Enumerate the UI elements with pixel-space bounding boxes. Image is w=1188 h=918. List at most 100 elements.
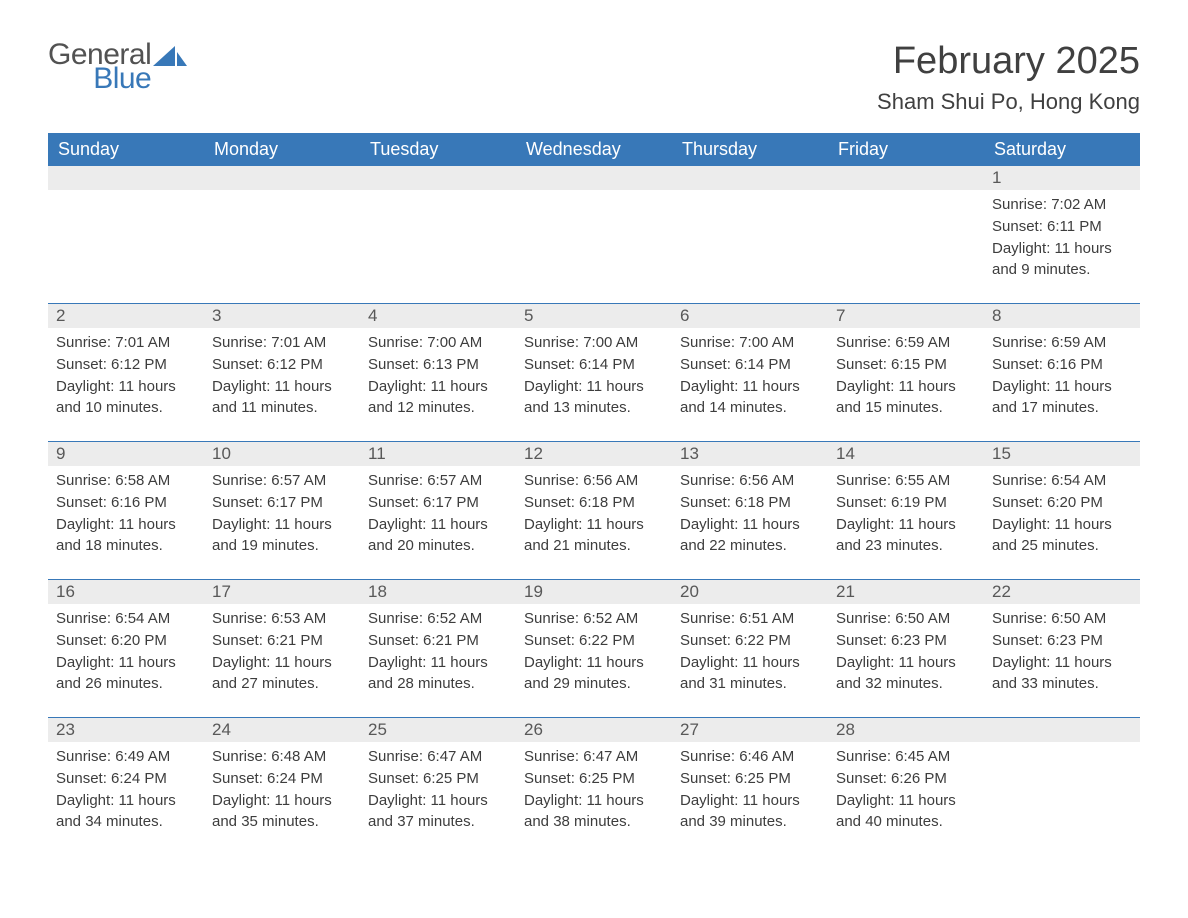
day-details-cell (672, 190, 828, 304)
sunrise-line: Sunrise: 6:46 AM (680, 746, 820, 768)
daylight-line: Daylight: 11 hours and 39 minutes. (680, 790, 820, 834)
sunrise-line: Sunrise: 6:49 AM (56, 746, 196, 768)
sunrise-line: Sunrise: 7:00 AM (524, 332, 664, 354)
sunrise-line: Sunrise: 6:47 AM (368, 746, 508, 768)
sunrise-line: Sunrise: 7:00 AM (680, 332, 820, 354)
sunset-line: Sunset: 6:11 PM (992, 216, 1132, 238)
day-details-cell (516, 190, 672, 304)
sunset-line: Sunset: 6:20 PM (56, 630, 196, 652)
sunset-line: Sunset: 6:24 PM (212, 768, 352, 790)
daylight-line: Daylight: 11 hours and 40 minutes. (836, 790, 976, 834)
sunrise-line: Sunrise: 7:01 AM (56, 332, 196, 354)
day-number-cell (48, 166, 204, 190)
sunrise-line: Sunrise: 6:53 AM (212, 608, 352, 630)
day-number-cell: 6 (672, 304, 828, 328)
sunset-line: Sunset: 6:23 PM (836, 630, 976, 652)
day-number-cell: 27 (672, 718, 828, 742)
daylight-line: Daylight: 11 hours and 15 minutes. (836, 376, 976, 420)
day-details-cell: Sunrise: 6:47 AMSunset: 6:25 PMDaylight:… (360, 742, 516, 855)
day-number-cell: 1 (984, 166, 1140, 190)
sunrise-line: Sunrise: 6:54 AM (992, 470, 1132, 492)
day-header-row: Sunday Monday Tuesday Wednesday Thursday… (48, 133, 1140, 166)
day-details-cell: Sunrise: 6:54 AMSunset: 6:20 PMDaylight:… (48, 604, 204, 718)
daylight-line: Daylight: 11 hours and 20 minutes. (368, 514, 508, 558)
sunrise-line: Sunrise: 6:45 AM (836, 746, 976, 768)
sunset-line: Sunset: 6:13 PM (368, 354, 508, 376)
day-details-cell: Sunrise: 6:45 AMSunset: 6:26 PMDaylight:… (828, 742, 984, 855)
day-number-cell: 12 (516, 442, 672, 466)
day-number-cell: 8 (984, 304, 1140, 328)
daylight-line: Daylight: 11 hours and 32 minutes. (836, 652, 976, 696)
sunset-line: Sunset: 6:25 PM (680, 768, 820, 790)
sunset-line: Sunset: 6:12 PM (56, 354, 196, 376)
day-number-cell: 18 (360, 580, 516, 604)
daylight-line: Daylight: 11 hours and 25 minutes. (992, 514, 1132, 558)
sunset-line: Sunset: 6:26 PM (836, 768, 976, 790)
daylight-line: Daylight: 11 hours and 23 minutes. (836, 514, 976, 558)
day-details-cell: Sunrise: 6:47 AMSunset: 6:25 PMDaylight:… (516, 742, 672, 855)
day-number-cell: 25 (360, 718, 516, 742)
sunrise-line: Sunrise: 6:56 AM (524, 470, 664, 492)
day-number-cell: 24 (204, 718, 360, 742)
day-number-row: 2345678 (48, 304, 1140, 328)
day-number-cell: 11 (360, 442, 516, 466)
day-header: Wednesday (516, 133, 672, 166)
day-details-cell: Sunrise: 6:48 AMSunset: 6:24 PMDaylight:… (204, 742, 360, 855)
sunset-line: Sunset: 6:20 PM (992, 492, 1132, 514)
daylight-line: Daylight: 11 hours and 29 minutes. (524, 652, 664, 696)
sunrise-line: Sunrise: 6:48 AM (212, 746, 352, 768)
day-details-cell (204, 190, 360, 304)
day-details-cell: Sunrise: 6:50 AMSunset: 6:23 PMDaylight:… (828, 604, 984, 718)
day-number-cell: 14 (828, 442, 984, 466)
day-details-cell: Sunrise: 7:01 AMSunset: 6:12 PMDaylight:… (204, 328, 360, 442)
day-details-cell: Sunrise: 6:56 AMSunset: 6:18 PMDaylight:… (672, 466, 828, 580)
sunrise-line: Sunrise: 7:02 AM (992, 194, 1132, 216)
sunset-line: Sunset: 6:21 PM (212, 630, 352, 652)
day-number-cell: 26 (516, 718, 672, 742)
sunrise-line: Sunrise: 6:57 AM (368, 470, 508, 492)
brand-logo: General Blue (48, 40, 187, 94)
sunset-line: Sunset: 6:16 PM (56, 492, 196, 514)
sunset-line: Sunset: 6:12 PM (212, 354, 352, 376)
daylight-line: Daylight: 11 hours and 11 minutes. (212, 376, 352, 420)
day-details-cell (984, 742, 1140, 855)
sunset-line: Sunset: 6:22 PM (524, 630, 664, 652)
day-number-cell: 13 (672, 442, 828, 466)
day-number-row: 16171819202122 (48, 580, 1140, 604)
day-details-cell: Sunrise: 6:54 AMSunset: 6:20 PMDaylight:… (984, 466, 1140, 580)
day-number-cell: 16 (48, 580, 204, 604)
daylight-line: Daylight: 11 hours and 9 minutes. (992, 238, 1132, 282)
daylight-line: Daylight: 11 hours and 14 minutes. (680, 376, 820, 420)
sunset-line: Sunset: 6:23 PM (992, 630, 1132, 652)
day-number-cell (516, 166, 672, 190)
day-number-cell: 21 (828, 580, 984, 604)
day-header: Thursday (672, 133, 828, 166)
day-number-cell: 3 (204, 304, 360, 328)
day-header: Tuesday (360, 133, 516, 166)
day-number-cell: 22 (984, 580, 1140, 604)
day-details-cell: Sunrise: 6:58 AMSunset: 6:16 PMDaylight:… (48, 466, 204, 580)
day-details-row: Sunrise: 7:02 AMSunset: 6:11 PMDaylight:… (48, 190, 1140, 304)
day-number-row: 1 (48, 166, 1140, 190)
daylight-line: Daylight: 11 hours and 27 minutes. (212, 652, 352, 696)
daylight-line: Daylight: 11 hours and 17 minutes. (992, 376, 1132, 420)
sunset-line: Sunset: 6:15 PM (836, 354, 976, 376)
sunrise-line: Sunrise: 6:52 AM (368, 608, 508, 630)
day-number-cell: 15 (984, 442, 1140, 466)
sunrise-line: Sunrise: 6:52 AM (524, 608, 664, 630)
daylight-line: Daylight: 11 hours and 12 minutes. (368, 376, 508, 420)
sunrise-line: Sunrise: 6:59 AM (836, 332, 976, 354)
sunset-line: Sunset: 6:18 PM (680, 492, 820, 514)
day-number-cell (828, 166, 984, 190)
day-details-cell: Sunrise: 7:01 AMSunset: 6:12 PMDaylight:… (48, 328, 204, 442)
daylight-line: Daylight: 11 hours and 31 minutes. (680, 652, 820, 696)
daylight-line: Daylight: 11 hours and 26 minutes. (56, 652, 196, 696)
day-header: Saturday (984, 133, 1140, 166)
day-details-cell (360, 190, 516, 304)
daylight-line: Daylight: 11 hours and 35 minutes. (212, 790, 352, 834)
day-details-cell: Sunrise: 6:59 AMSunset: 6:15 PMDaylight:… (828, 328, 984, 442)
sunset-line: Sunset: 6:17 PM (212, 492, 352, 514)
day-details-row: Sunrise: 6:54 AMSunset: 6:20 PMDaylight:… (48, 604, 1140, 718)
day-number-cell: 23 (48, 718, 204, 742)
day-details-row: Sunrise: 7:01 AMSunset: 6:12 PMDaylight:… (48, 328, 1140, 442)
